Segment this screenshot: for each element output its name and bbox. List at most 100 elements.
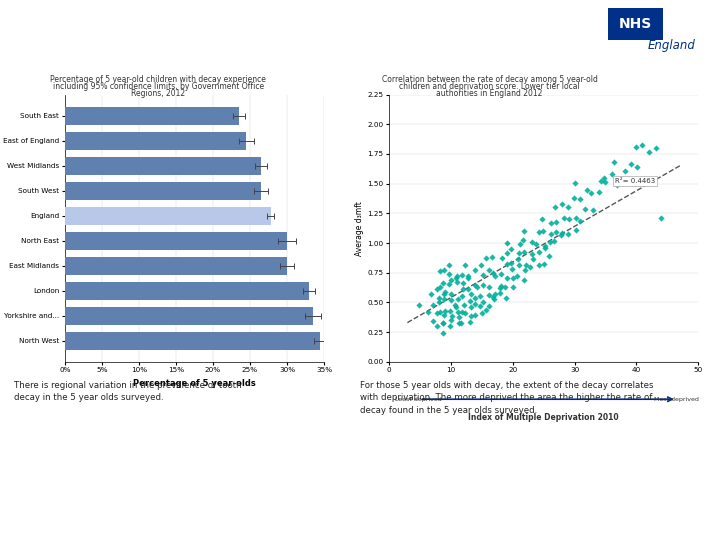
Text: NHS: NHS: [619, 17, 652, 31]
Point: [444, 307, 455, 315]
Bar: [65, 207, 271, 225]
Point: [438, 295, 450, 303]
Point: [570, 213, 582, 222]
Point: [539, 242, 551, 251]
Text: For those 5 year olds with decay, the extent of the decay correlates
with depriv: For those 5 year olds with decay, the ex…: [360, 381, 654, 415]
Point: [487, 293, 498, 302]
Point: [483, 282, 495, 291]
Point: [478, 280, 490, 289]
Point: [483, 301, 495, 310]
Point: [456, 271, 468, 279]
Point: [438, 319, 449, 327]
Point: [533, 228, 544, 237]
Point: [558, 214, 570, 222]
Point: [518, 227, 530, 235]
Point: [413, 301, 425, 309]
Point: [477, 271, 488, 279]
Text: authorities in England 2012: authorities in England 2012: [436, 89, 543, 98]
Y-axis label: Average d₃mft: Average d₃mft: [356, 201, 364, 255]
Point: [502, 259, 513, 268]
Point: [439, 307, 451, 315]
Point: [462, 274, 474, 282]
Point: [575, 216, 586, 225]
Point: [490, 289, 501, 298]
Point: [431, 309, 443, 318]
Point: [457, 279, 469, 288]
Point: [434, 282, 446, 291]
Point: [495, 282, 507, 291]
Point: [451, 278, 462, 286]
Point: [556, 200, 567, 208]
Point: [434, 307, 446, 316]
Point: [563, 215, 575, 224]
Point: [526, 249, 538, 258]
Point: [456, 292, 468, 300]
Point: [438, 328, 449, 337]
Point: [644, 148, 655, 157]
Text: R²= 0.4463: R²= 0.4463: [615, 178, 655, 184]
Text: children and deprivation score. Lower tier local: children and deprivation score. Lower ti…: [399, 82, 580, 91]
Text: Regional and deprivation variations in children's dental health – a survey
of 5 : Regional and deprivation variations in c…: [7, 29, 495, 58]
Point: [453, 313, 464, 322]
Point: [464, 297, 475, 306]
Point: [471, 283, 482, 292]
Point: [474, 292, 486, 300]
Point: [487, 295, 499, 304]
Text: There is regional variation in the prevalence of tooth
decay in the 5 year olds : There is regional variation in the preva…: [14, 381, 242, 402]
Point: [487, 269, 499, 278]
Point: [533, 260, 544, 269]
Bar: [65, 256, 287, 275]
Point: [445, 316, 456, 325]
Point: [465, 311, 477, 320]
Point: [501, 249, 513, 258]
Point: [456, 319, 467, 327]
Point: [427, 317, 438, 326]
Point: [476, 309, 487, 318]
Point: [527, 254, 539, 263]
Point: [445, 289, 456, 298]
Point: [533, 248, 544, 256]
Point: [425, 289, 436, 298]
Point: [469, 300, 481, 308]
Bar: [65, 307, 313, 325]
Point: [505, 259, 517, 268]
Bar: [65, 107, 239, 125]
Point: [462, 271, 473, 280]
Point: [519, 266, 531, 275]
Point: [446, 275, 457, 284]
Point: [438, 266, 449, 275]
Point: [562, 230, 574, 239]
Point: [434, 267, 446, 275]
Bar: [608, 8, 662, 40]
Point: [518, 276, 530, 285]
Point: [464, 318, 476, 326]
Point: [545, 230, 557, 239]
Point: [518, 236, 529, 245]
Bar: [65, 332, 320, 350]
Point: [569, 179, 580, 188]
Bar: [65, 157, 261, 174]
Point: [598, 174, 610, 183]
Point: [507, 283, 518, 292]
Point: [439, 288, 451, 296]
Point: [433, 298, 444, 307]
Text: Data source/s:  Public Health England National Dental Epidemiology 5-year old dm: Data source/s: Public Health England Nat…: [6, 524, 325, 530]
Point: [549, 203, 561, 212]
Point: [619, 167, 631, 176]
Point: [444, 269, 455, 278]
Point: [505, 245, 517, 253]
Point: [453, 319, 464, 328]
Point: [431, 285, 442, 294]
Bar: [65, 132, 246, 150]
Point: [469, 266, 480, 274]
Point: [502, 274, 513, 282]
Point: [550, 228, 562, 237]
Point: [444, 321, 456, 330]
Point: [487, 253, 498, 262]
Point: [462, 285, 474, 294]
Point: [568, 194, 580, 202]
Point: [450, 274, 462, 282]
Point: [649, 143, 661, 152]
Point: [636, 140, 648, 149]
Point: [494, 284, 505, 292]
